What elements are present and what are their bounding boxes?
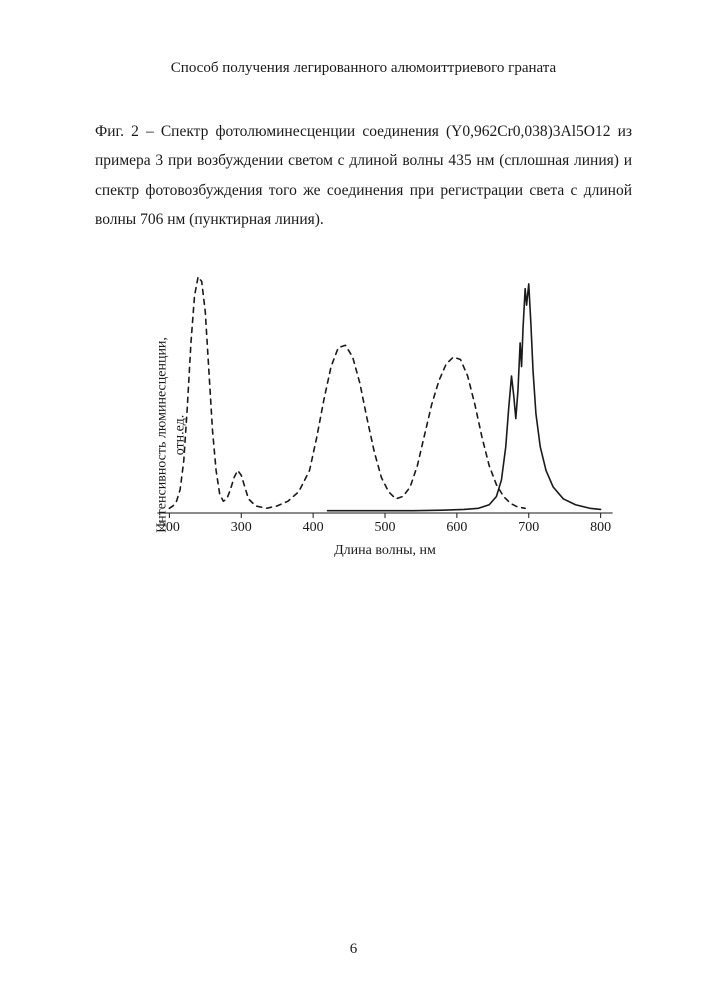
figure-caption: Фиг. 2 – Спектр фотолюминесценции соедин… bbox=[95, 117, 632, 235]
xtick-500: 500 bbox=[375, 520, 396, 536]
xtick-300: 300 bbox=[231, 520, 252, 536]
series-emission bbox=[328, 284, 601, 511]
chart-plot-area bbox=[155, 265, 615, 525]
chart-svg bbox=[155, 265, 615, 525]
figure-2: Интенсивность люминесценции, отн.ед. 200… bbox=[80, 265, 620, 575]
series-excitation bbox=[169, 277, 525, 508]
xtick-800: 800 bbox=[590, 520, 611, 536]
x-axis-ticks: 200 300 400 500 600 700 800 bbox=[155, 520, 615, 540]
x-axis-label: Длина волны, нм bbox=[155, 543, 615, 559]
xtick-600: 600 bbox=[446, 520, 467, 536]
page-title: Способ получения легированного алюмоиттр… bbox=[95, 60, 632, 77]
xtick-200: 200 bbox=[159, 520, 180, 536]
page-number: 6 bbox=[0, 941, 707, 958]
xtick-700: 700 bbox=[518, 520, 539, 536]
xtick-400: 400 bbox=[303, 520, 324, 536]
